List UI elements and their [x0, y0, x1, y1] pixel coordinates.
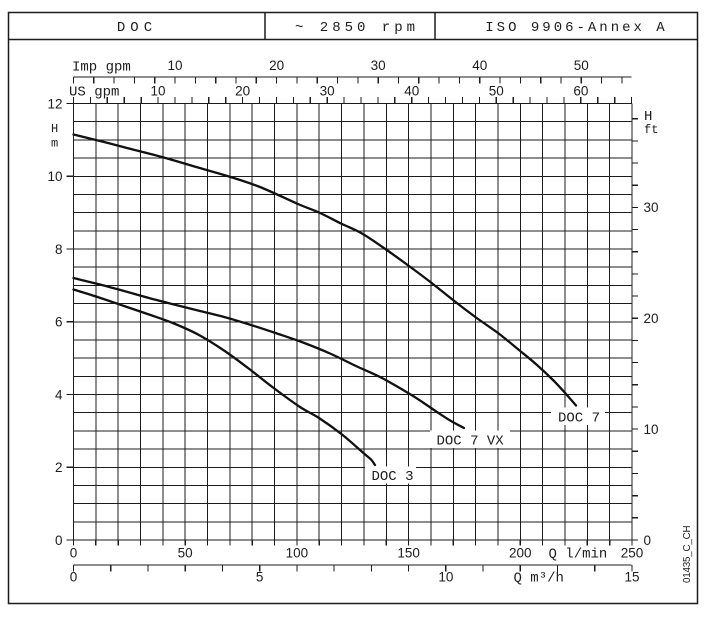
svg-text:20: 20 [644, 311, 659, 326]
svg-text:12: 12 [47, 96, 62, 111]
svg-text:20: 20 [269, 58, 284, 73]
svg-text:5: 5 [256, 570, 264, 585]
svg-text:0: 0 [644, 533, 652, 548]
svg-text:DOC 7: DOC 7 [558, 411, 600, 427]
svg-text:US gpm: US gpm [69, 85, 119, 101]
svg-text:0: 0 [70, 546, 78, 561]
svg-text:m: m [51, 136, 58, 150]
svg-text:15: 15 [624, 570, 639, 585]
svg-text:50: 50 [574, 58, 589, 73]
svg-text:H: H [51, 122, 58, 136]
svg-text:50: 50 [489, 84, 504, 99]
svg-text:DOC: DOC [117, 20, 157, 36]
svg-text:10: 10 [644, 422, 659, 437]
svg-text:4: 4 [55, 387, 63, 402]
svg-text:DOC 3: DOC 3 [372, 469, 414, 485]
svg-text:10: 10 [438, 570, 453, 585]
svg-text:~ 2850 rpm: ~ 2850 rpm [295, 20, 419, 36]
svg-text:10: 10 [168, 58, 183, 73]
svg-text:01435_C_CH: 01435_C_CH [682, 526, 693, 583]
svg-text:ft: ft [644, 123, 658, 137]
svg-text:2: 2 [55, 460, 63, 475]
svg-text:8: 8 [55, 242, 63, 257]
svg-text:0: 0 [70, 570, 78, 585]
svg-text:H: H [644, 109, 652, 125]
svg-text:Q m³/h: Q m³/h [514, 571, 564, 587]
svg-text:10: 10 [151, 84, 166, 99]
svg-text:200: 200 [509, 546, 532, 561]
svg-text:30: 30 [644, 200, 659, 215]
svg-text:DOC 7 VX: DOC 7 VX [437, 434, 505, 450]
svg-text:Imp gpm: Imp gpm [72, 60, 131, 76]
svg-text:10: 10 [47, 169, 62, 184]
svg-text:ISO 9906-Annex A: ISO 9906-Annex A [485, 20, 667, 36]
svg-text:250: 250 [621, 546, 644, 561]
svg-text:100: 100 [286, 546, 309, 561]
svg-text:20: 20 [235, 84, 250, 99]
svg-text:50: 50 [178, 546, 193, 561]
svg-text:150: 150 [397, 546, 420, 561]
svg-text:40: 40 [404, 84, 419, 99]
svg-text:Q l/min: Q l/min [549, 547, 608, 563]
svg-text:60: 60 [573, 84, 588, 99]
svg-text:30: 30 [371, 58, 386, 73]
svg-text:6: 6 [55, 315, 63, 330]
svg-text:0: 0 [55, 533, 63, 548]
svg-text:30: 30 [320, 84, 335, 99]
svg-text:40: 40 [472, 58, 487, 73]
